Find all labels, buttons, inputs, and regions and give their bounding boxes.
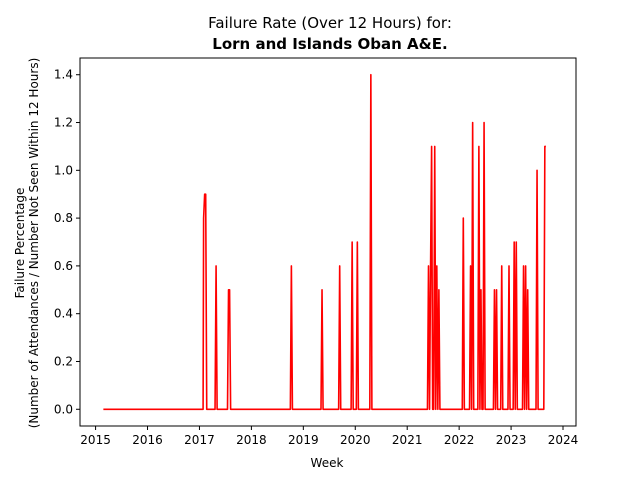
failure-rate-series-line	[103, 73, 546, 411]
x-tick-label: 2015	[80, 433, 111, 447]
x-tick-label: 2019	[288, 433, 319, 447]
x-tick-label: 2021	[392, 433, 423, 447]
y-axis-label-line-2: (Number of Attendances / Number Not Seen…	[27, 58, 41, 429]
x-tick-label: 2018	[236, 433, 267, 447]
plot-area: 2015 2016 2017 2018 2019 2020 2021 2022 2023 2024…	[54, 57, 578, 447]
y-axis-label-line-1: Failure Percentage	[13, 188, 27, 299]
y-tick-label: 0.2	[54, 354, 73, 368]
y-tick-label: 1.4	[54, 68, 73, 82]
x-tick-label: 2017	[184, 433, 215, 447]
x-tick-label: 2020	[340, 433, 371, 447]
x-tick-label: 2022	[444, 433, 475, 447]
x-tick-label: 2023	[496, 433, 527, 447]
y-tick-label: 0.6	[54, 259, 73, 273]
x-axis-ticks: 2015 2016 2017 2018 2019 2020 2021 2022 2023 2024	[80, 426, 578, 447]
x-tick-label: 2016	[132, 433, 163, 447]
y-tick-label: 0.0	[54, 402, 73, 416]
series-layer	[103, 73, 546, 411]
y-tick-label: 0.8	[54, 211, 73, 225]
chart-subtitle: Lorn and Islands Oban A&E.	[212, 35, 447, 53]
y-tick-label: 0.4	[54, 307, 73, 321]
x-tick-label: 2024	[548, 433, 579, 447]
axes-frame	[79, 57, 577, 427]
y-tick-label: 1.2	[54, 116, 73, 130]
x-axis-label: Week	[311, 456, 344, 470]
chart-title: Failure Rate (Over 12 Hours) for:	[208, 14, 452, 32]
y-axis-ticks: 0.0 0.2 0.4 0.6 0.8 1.0 1.2 1.4	[54, 68, 80, 416]
y-tick-label: 1.0	[54, 163, 73, 177]
